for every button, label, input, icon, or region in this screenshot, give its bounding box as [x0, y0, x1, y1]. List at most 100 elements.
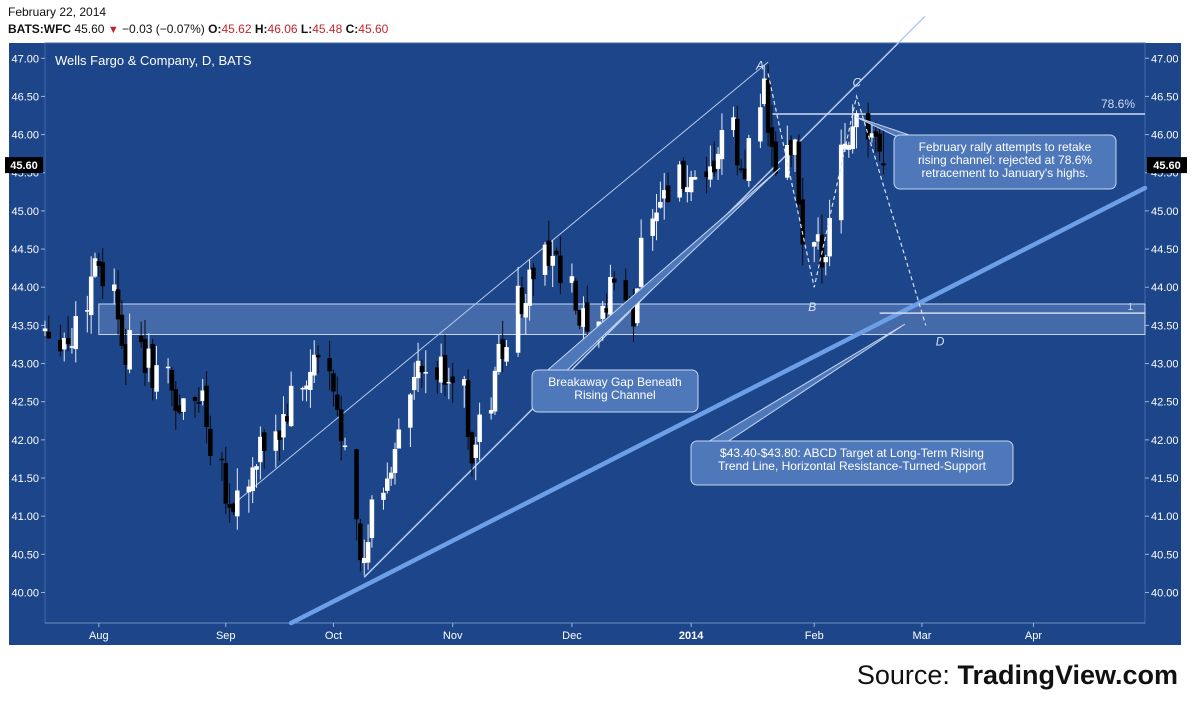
y-tick-label-left: 44.50 [11, 244, 39, 256]
callout-february: February rally attempts to retakerising … [855, 116, 1117, 190]
candle-body [738, 168, 744, 171]
candle-body [746, 138, 752, 182]
candle-body [685, 187, 690, 193]
candle-body [792, 139, 798, 155]
y-tick-label-right: 41.00 [1151, 511, 1179, 523]
candle-body [61, 337, 67, 350]
candle-body [69, 346, 75, 348]
candle-body [554, 250, 559, 255]
candle-body [469, 432, 475, 464]
x-tick-label: 2014 [679, 630, 704, 642]
candle-body [585, 302, 590, 332]
candle-body [58, 339, 63, 352]
candle-body [138, 335, 144, 343]
candle-body [369, 499, 375, 539]
candle-body [450, 376, 455, 383]
y-tick-label-right: 40.50 [1151, 549, 1179, 561]
open-value: 45.62 [221, 22, 252, 36]
candle-body [42, 328, 48, 332]
y-tick-label-right: 45.00 [1151, 206, 1179, 218]
candle-body [173, 389, 179, 411]
candle-body [761, 78, 767, 105]
candle-body [438, 356, 444, 383]
candle-body [246, 486, 252, 493]
candle-body [419, 365, 425, 373]
low-value: 45.48 [312, 22, 343, 36]
candle-body [154, 365, 159, 392]
candle-body [823, 257, 829, 263]
y-tick-label-left: 44.00 [11, 282, 39, 294]
candle-body [608, 276, 613, 315]
candle-body [719, 129, 725, 160]
candle-body [385, 478, 390, 491]
candle-body [677, 164, 682, 198]
y-tick-label-left: 41.00 [11, 511, 39, 523]
candle-body [869, 133, 875, 138]
candle-body [261, 432, 267, 451]
candle-body [573, 280, 579, 311]
candle-body [388, 472, 394, 479]
candle-body [577, 310, 582, 326]
candle-body [304, 385, 309, 390]
candle-body [146, 348, 152, 368]
candle-body [177, 405, 182, 413]
candle-body [623, 280, 629, 301]
low-label: L: [300, 22, 313, 36]
candle-body [838, 144, 844, 221]
y-tick-label-left: 47.00 [11, 53, 39, 65]
candle-body [354, 449, 359, 520]
y-tick-label-right: 46.00 [1151, 130, 1179, 142]
candle-body [308, 371, 313, 390]
y-tick-label-right: 43.00 [1151, 359, 1179, 371]
candle-body [358, 523, 363, 561]
last-price-label-left: 45.60 [10, 160, 38, 172]
candle-body [550, 255, 555, 266]
candle-body [815, 234, 821, 242]
candle-body [877, 133, 882, 152]
candle-body [569, 276, 575, 283]
chart-title: Wells Fargo & Company, D, BATS [55, 53, 252, 68]
candle-body [115, 289, 121, 320]
candle-body [219, 458, 225, 461]
x-tick-label: Aug [89, 630, 109, 642]
y-tick-label-right: 40.00 [1151, 587, 1179, 599]
candle-body [381, 492, 386, 500]
candle-body [769, 127, 775, 147]
candle-body [327, 358, 332, 372]
y-tick-label-left: 43.00 [11, 359, 39, 371]
candle-body [142, 338, 148, 374]
source-prefix: Source: [856, 660, 958, 690]
source-credit: Source: TradingView.com [857, 660, 1178, 691]
candle-body [854, 113, 859, 128]
x-tick-label: Oct [325, 630, 342, 642]
fib-786-label: 78.6% [1101, 97, 1135, 111]
candle-body [661, 190, 667, 199]
candle-body [411, 376, 417, 391]
close-label: C: [345, 22, 359, 36]
candle-body [254, 466, 259, 470]
candle-body [796, 141, 802, 205]
candle-body [881, 163, 886, 166]
abcd-pattern-path [767, 73, 927, 326]
y-tick-label-right: 42.50 [1151, 397, 1179, 409]
candle-body [250, 467, 255, 492]
y-tick-label-right: 44.00 [1151, 282, 1179, 294]
y-tick-label-left: 46.00 [11, 130, 39, 142]
point-label-d: D [936, 334, 945, 348]
candle-body [342, 445, 348, 448]
candle-body [165, 366, 171, 369]
candle-body [285, 416, 290, 422]
candle-body [665, 185, 671, 203]
candle-body [500, 339, 505, 360]
candle-body [650, 218, 655, 236]
candle-body [96, 261, 102, 266]
candle-body [192, 397, 198, 401]
candle-body [408, 394, 413, 428]
candle-body [415, 360, 421, 379]
x-tick-label: Dec [562, 630, 582, 642]
point-label-c: C [853, 75, 862, 89]
candle-body [473, 444, 479, 458]
candle-body [546, 240, 552, 266]
candle-body [446, 381, 452, 384]
